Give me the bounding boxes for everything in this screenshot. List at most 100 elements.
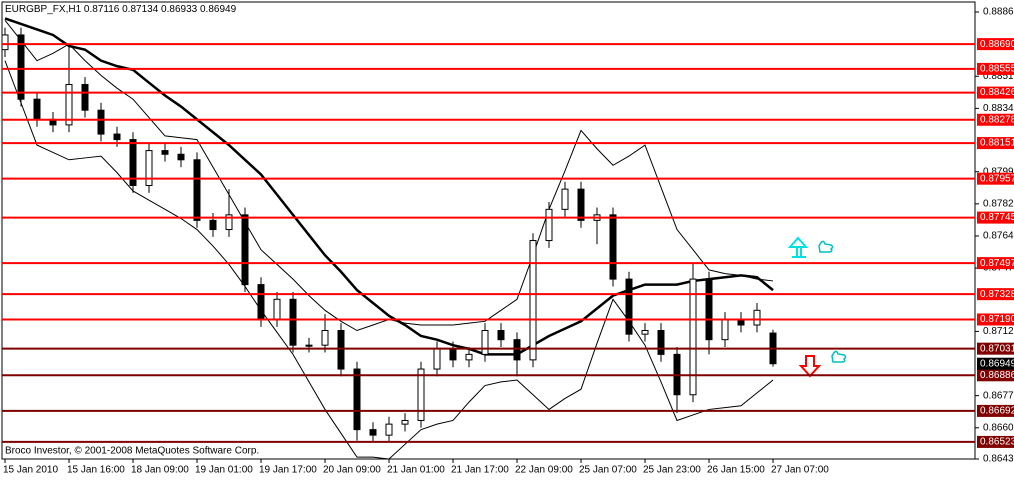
- level-label-bg: [977, 342, 1014, 355]
- level-label: 0.88151: [980, 138, 1014, 149]
- level-label-bg: [977, 62, 1014, 75]
- candle-body: [305, 344, 313, 347]
- candle-body: [465, 353, 473, 361]
- level-label: 0.87745: [980, 212, 1014, 223]
- candle-body: [177, 153, 185, 161]
- x-tick-label: 19 Jan 17:00: [259, 465, 317, 476]
- level-label: 0.87031: [980, 343, 1014, 354]
- candle-body: [225, 214, 233, 231]
- candle-body: [561, 188, 569, 210]
- candle-body: [321, 329, 329, 346]
- x-tick-label: 19 Jan 01:00: [195, 465, 253, 476]
- candle-body: [129, 139, 137, 186]
- level-label-bg: [977, 211, 1014, 224]
- level-label: 0.87957: [980, 173, 1014, 184]
- level-label: 0.88426: [980, 87, 1014, 98]
- level-label: 0.86692: [980, 406, 1014, 417]
- level-label-bg: [977, 313, 1014, 326]
- level-label: 0.88690: [980, 39, 1014, 50]
- candle-body: [417, 368, 425, 421]
- candle-body: [721, 318, 729, 341]
- level-label: 0.86523: [980, 437, 1014, 448]
- level-label-bg: [977, 86, 1014, 99]
- candle-body: [641, 329, 649, 335]
- level-label: 0.88555: [980, 64, 1014, 75]
- down-arrow: [798, 355, 822, 378]
- y-tick-label: 0.87125: [983, 326, 1014, 337]
- last-open: 0.87116: [84, 4, 120, 15]
- candle-body: [449, 348, 457, 361]
- level-label-bg: [977, 38, 1014, 51]
- candle-body: [657, 329, 665, 355]
- candle-body: [209, 219, 217, 231]
- plot-area: [2, 17, 777, 459]
- candle-body: [385, 423, 393, 436]
- candle-body: [33, 98, 41, 120]
- price-label: 0.86949: [980, 358, 1014, 369]
- level-label-bg: [977, 113, 1014, 126]
- candle-body: [145, 150, 153, 186]
- x-tick-label: 26 Jan 15:00: [707, 465, 765, 476]
- candle-body: [113, 133, 121, 141]
- candle-body: [401, 419, 409, 425]
- x-tick-label: 25 Jan 07:00: [579, 465, 637, 476]
- level-label-bg: [977, 404, 1014, 417]
- last-close: 0.86949: [200, 4, 237, 15]
- level-label-bg: [977, 137, 1014, 150]
- y-tick-label: 0.86775: [983, 390, 1014, 401]
- level-label-bg: [977, 172, 1014, 185]
- candle-body: [481, 329, 489, 355]
- level-label-bg: [977, 435, 1014, 448]
- candle-body: [65, 84, 73, 126]
- candle-body: [81, 84, 89, 111]
- candle-body: [2, 34, 9, 51]
- candle-body: [257, 284, 265, 320]
- candle-body: [753, 309, 761, 326]
- candle-body: [193, 159, 201, 221]
- x-tick-label: 27 Jan 07:00: [771, 465, 829, 476]
- candle-body: [241, 214, 249, 286]
- y-tick-label: 0.88865: [983, 7, 1014, 18]
- plot-frame: [1, 1, 976, 460]
- level-label: 0.87497: [980, 258, 1014, 269]
- last-high: 0.87134: [122, 4, 159, 15]
- last-low: 0.86933: [161, 4, 198, 15]
- x-tick-label: 21 Jan 01:00: [387, 465, 445, 476]
- level-label: 0.87328: [980, 289, 1014, 300]
- x-tick-label: 21 Jan 17:00: [451, 465, 509, 476]
- candle-body: [625, 278, 633, 335]
- x-tick-label: 15 Jan 16:00: [67, 465, 125, 476]
- x-tick-label: 20 Jan 09:00: [323, 465, 381, 476]
- candle-body: [97, 109, 105, 135]
- level-label: 0.88278: [980, 114, 1014, 125]
- thumb-icon: [831, 350, 847, 363]
- y-tick-label: 0.87645: [983, 231, 1014, 242]
- y-tick-label: 0.87995: [983, 166, 1014, 177]
- candle-body: [577, 188, 585, 221]
- y-tick-label: 0.88515: [983, 71, 1014, 82]
- up-arrow: [787, 236, 809, 258]
- price-label-bg: [977, 357, 1014, 370]
- symbol: EURGBP_FX,H1: [5, 4, 82, 15]
- candle-body: [497, 329, 505, 341]
- candle-body: [529, 240, 537, 361]
- x-tick-label: 22 Jan 09:00: [515, 465, 573, 476]
- level-label-bg: [977, 257, 1014, 270]
- candle-body: [353, 368, 361, 431]
- candle-body: [273, 298, 281, 320]
- level-label: 0.86886: [980, 370, 1014, 381]
- thumb-icon: [818, 240, 834, 253]
- candle-body: [17, 34, 25, 100]
- candle-body: [609, 214, 617, 280]
- candle-body: [289, 298, 297, 346]
- candle-body: [161, 150, 169, 155]
- x-tick-label: 18 Jan 09:00: [131, 465, 189, 476]
- level-label-bg: [977, 369, 1014, 382]
